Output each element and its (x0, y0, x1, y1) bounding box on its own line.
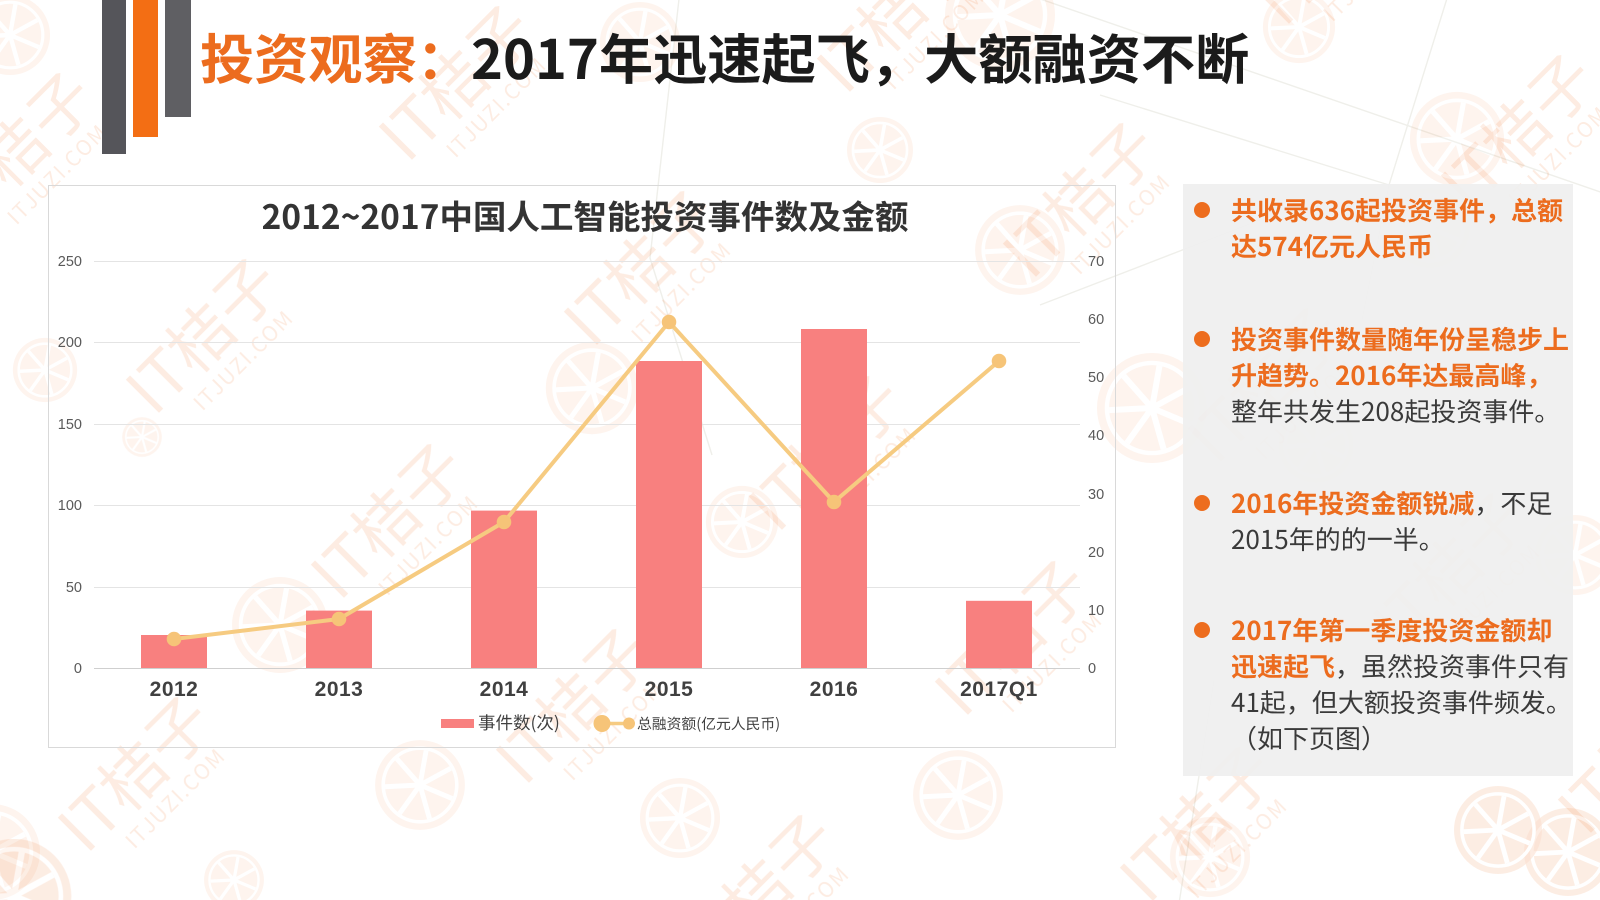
svg-text:2014: 2014 (480, 678, 529, 701)
svg-text:30: 30 (1088, 487, 1104, 503)
svg-text:10: 10 (1088, 603, 1104, 619)
svg-text:100: 100 (58, 498, 82, 514)
svg-text:60: 60 (1088, 312, 1104, 328)
svg-text:50: 50 (66, 580, 82, 596)
svg-text:250: 250 (58, 254, 82, 270)
svg-text:2016: 2016 (810, 678, 859, 701)
svg-text:200: 200 (58, 335, 82, 351)
svg-text:2013: 2013 (315, 678, 364, 701)
svg-text:0: 0 (74, 661, 82, 677)
svg-text:2012: 2012 (150, 678, 199, 701)
svg-text:150: 150 (58, 417, 82, 433)
svg-text:40: 40 (1088, 428, 1104, 444)
svg-text:2017Q1: 2017Q1 (960, 678, 1038, 701)
svg-text:70: 70 (1088, 254, 1104, 270)
svg-text:2015: 2015 (645, 678, 694, 701)
svg-text:50: 50 (1088, 370, 1104, 386)
svg-text:20: 20 (1088, 545, 1104, 561)
svg-text:0: 0 (1088, 661, 1096, 677)
